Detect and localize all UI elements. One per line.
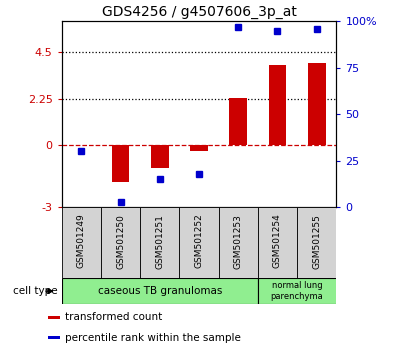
Bar: [48, 316, 60, 319]
Text: GSM501253: GSM501253: [234, 213, 243, 269]
Bar: [101, 207, 140, 278]
Bar: [48, 336, 60, 339]
Bar: [179, 207, 219, 278]
Title: GDS4256 / g4507606_3p_at: GDS4256 / g4507606_3p_at: [101, 5, 297, 19]
Bar: [258, 207, 297, 278]
Bar: [308, 63, 326, 145]
Text: GSM501250: GSM501250: [116, 213, 125, 269]
Bar: [219, 207, 258, 278]
Bar: [229, 98, 247, 145]
Text: GSM501251: GSM501251: [155, 213, 164, 269]
Text: percentile rank within the sample: percentile rank within the sample: [65, 332, 241, 343]
Text: GSM501254: GSM501254: [273, 214, 282, 268]
Bar: [190, 145, 208, 152]
Bar: [62, 207, 101, 278]
Bar: [269, 65, 286, 145]
Bar: [140, 207, 179, 278]
Bar: [258, 278, 356, 304]
Text: transformed count: transformed count: [65, 312, 162, 322]
Text: GSM501252: GSM501252: [195, 214, 203, 268]
Bar: [112, 145, 129, 182]
Text: GSM501249: GSM501249: [77, 214, 86, 268]
Bar: [62, 278, 258, 304]
Text: caseous TB granulomas: caseous TB granulomas: [98, 286, 222, 296]
Bar: [297, 207, 336, 278]
Text: normal lung
parenchyma: normal lung parenchyma: [271, 281, 324, 301]
Text: GSM501255: GSM501255: [312, 213, 321, 269]
Bar: [151, 145, 169, 168]
Text: cell type: cell type: [13, 286, 58, 296]
